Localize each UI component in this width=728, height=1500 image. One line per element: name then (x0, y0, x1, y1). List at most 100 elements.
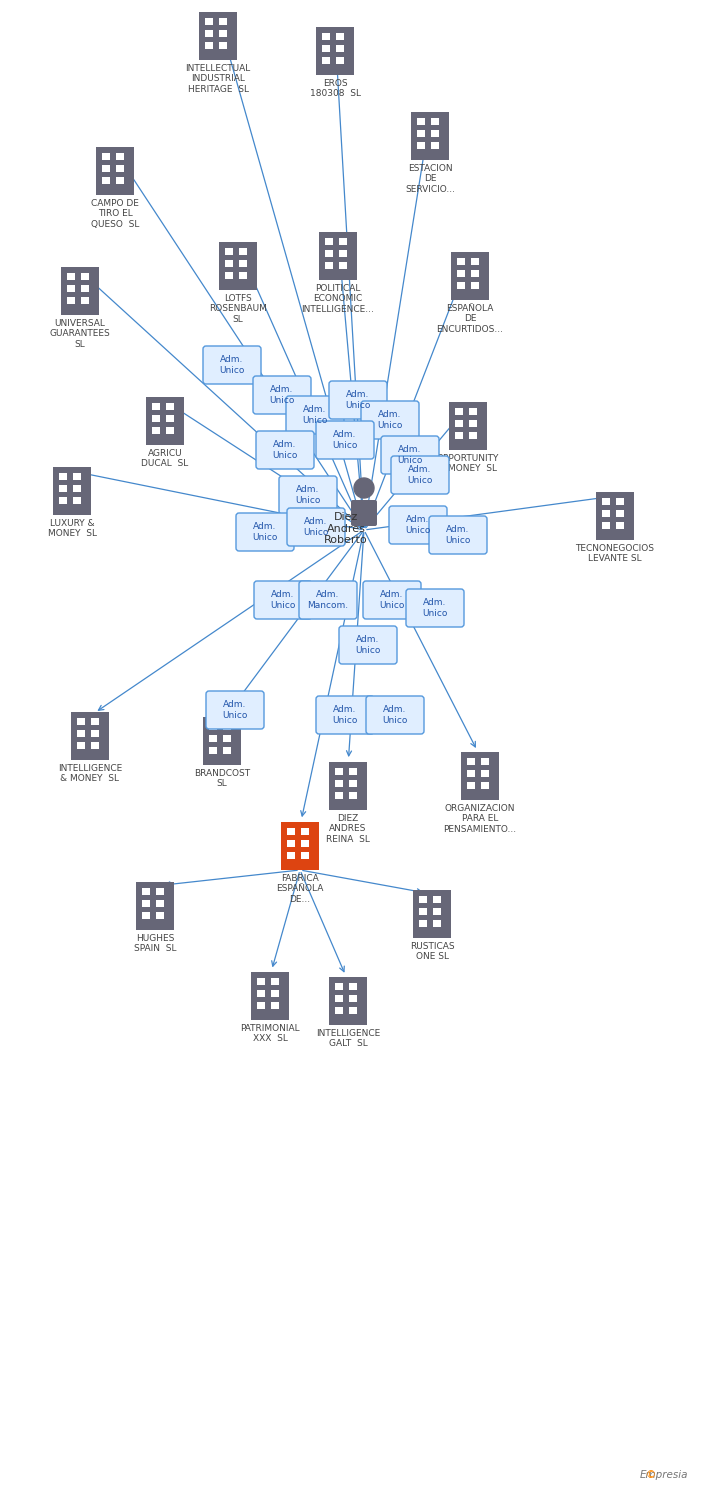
Bar (301, 828, 309, 836)
Bar (205, 42, 213, 50)
Bar (205, 18, 213, 26)
Bar (152, 404, 160, 410)
Bar (96, 147, 134, 195)
FancyBboxPatch shape (299, 580, 357, 620)
Bar (431, 142, 439, 148)
Text: Diez
Andres
Roberto: Diez Andres Roberto (324, 512, 368, 544)
Bar (209, 747, 217, 754)
Bar (81, 297, 89, 304)
Bar (329, 976, 367, 1024)
FancyBboxPatch shape (429, 516, 487, 554)
Bar (239, 272, 247, 279)
Bar (616, 510, 624, 518)
Text: FABRICA
ESPAÑOLA
DE...: FABRICA ESPAÑOLA DE... (277, 874, 324, 904)
Bar (336, 45, 344, 53)
Bar (467, 758, 475, 765)
Bar (301, 840, 309, 848)
Text: INTELLECTUAL
INDUSTRIAL
HERITAGE  SL: INTELLECTUAL INDUSTRIAL HERITAGE SL (186, 64, 250, 94)
Bar (339, 251, 347, 257)
Bar (349, 780, 357, 788)
Bar (219, 242, 257, 290)
Bar (417, 118, 425, 124)
Bar (411, 112, 449, 160)
Bar (335, 768, 343, 776)
Text: Adm.
Mancom.: Adm. Mancom. (307, 591, 349, 609)
FancyBboxPatch shape (329, 381, 387, 419)
Bar (136, 882, 174, 930)
Text: Adm.
Unico: Adm. Unico (379, 591, 405, 609)
Text: Adm.
Unico: Adm. Unico (304, 518, 328, 537)
Bar (156, 888, 164, 896)
Bar (602, 498, 610, 506)
Bar (77, 742, 85, 748)
Text: LUXURY &
MONEY  SL: LUXURY & MONEY SL (47, 519, 97, 538)
Bar (116, 153, 124, 160)
Text: OPPORTUNITY
& MONEY  SL: OPPORTUNITY & MONEY SL (437, 454, 499, 474)
Bar (329, 762, 367, 810)
FancyBboxPatch shape (253, 376, 311, 414)
Text: DIEZ
ANDRES
REINA  SL: DIEZ ANDRES REINA SL (326, 815, 370, 844)
FancyBboxPatch shape (236, 513, 294, 550)
Bar (166, 404, 174, 410)
Text: Adm.
Unico: Adm. Unico (405, 516, 431, 534)
Bar (349, 1007, 357, 1014)
Bar (257, 1002, 265, 1010)
Bar (77, 718, 85, 724)
Bar (325, 238, 333, 244)
Bar (91, 730, 99, 736)
Bar (602, 510, 610, 518)
Text: Adm.
Unico: Adm. Unico (332, 705, 357, 724)
Text: INTELLIGENCE
& MONEY  SL: INTELLIGENCE & MONEY SL (58, 764, 122, 783)
Text: Adm.
Unico: Adm. Unico (270, 591, 296, 609)
Bar (257, 978, 265, 986)
Bar (339, 262, 347, 268)
Bar (152, 427, 160, 433)
FancyBboxPatch shape (391, 456, 449, 494)
Bar (349, 768, 357, 776)
Bar (225, 260, 233, 267)
Text: UNIVERSAL
GUARANTEES
SL: UNIVERSAL GUARANTEES SL (50, 320, 111, 350)
Bar (71, 712, 109, 760)
Text: HUGHES
SPAIN  SL: HUGHES SPAIN SL (134, 934, 176, 954)
Bar (59, 496, 67, 504)
Bar (81, 285, 89, 292)
Text: Adm.
Unico: Adm. Unico (355, 636, 381, 654)
Bar (91, 742, 99, 748)
Bar (469, 420, 477, 428)
Bar (59, 484, 67, 492)
Bar (223, 747, 231, 754)
Bar (77, 730, 85, 736)
Bar (142, 912, 150, 920)
Bar (322, 57, 330, 64)
FancyBboxPatch shape (363, 580, 421, 620)
Bar (433, 908, 441, 915)
Text: RUSTICAS
ONE SL: RUSTICAS ONE SL (410, 942, 454, 962)
FancyBboxPatch shape (206, 692, 264, 729)
Text: ESPAÑOLA
DE
ENCURTIDOS...: ESPAÑOLA DE ENCURTIDOS... (437, 304, 504, 334)
Bar (219, 18, 227, 26)
Bar (616, 522, 624, 530)
Bar (596, 492, 634, 540)
Bar (481, 782, 489, 789)
FancyBboxPatch shape (361, 400, 419, 439)
FancyBboxPatch shape (339, 626, 397, 664)
Bar (142, 900, 150, 908)
Bar (301, 852, 309, 859)
Bar (209, 723, 217, 730)
Text: AGRICU
DUCAL  SL: AGRICU DUCAL SL (141, 448, 189, 468)
Bar (199, 12, 237, 60)
Bar (316, 27, 354, 75)
Bar (287, 840, 295, 848)
Bar (417, 142, 425, 148)
Text: Adm.
Unico: Adm. Unico (382, 705, 408, 724)
FancyBboxPatch shape (286, 396, 344, 433)
Bar (349, 792, 357, 800)
FancyBboxPatch shape (389, 506, 447, 544)
Circle shape (354, 478, 374, 498)
Bar (61, 267, 99, 315)
Bar (225, 272, 233, 279)
Bar (102, 177, 110, 184)
Bar (481, 758, 489, 765)
Bar (67, 273, 75, 280)
Bar (271, 990, 279, 998)
